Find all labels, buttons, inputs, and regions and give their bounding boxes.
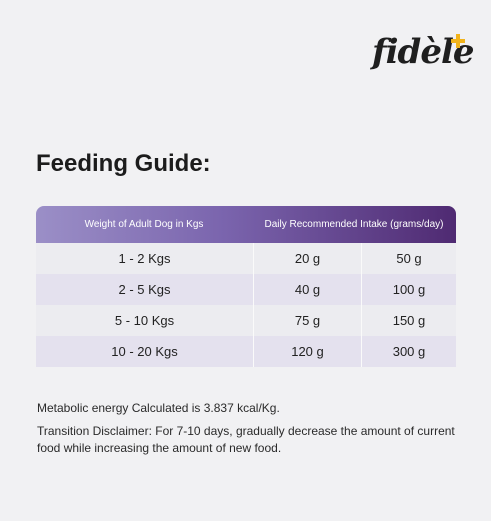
table-row: 10 - 20 Kgs 120 g 300 g bbox=[36, 336, 456, 367]
max-intake-cell: 50 g bbox=[361, 243, 456, 274]
weight-cell: 10 - 20 Kgs bbox=[111, 344, 178, 359]
max-intake-cell: 150 g bbox=[361, 305, 456, 336]
metabolic-energy-note: Metabolic energy Calculated is 3.837 kca… bbox=[37, 401, 280, 415]
min-intake-cell: 75 g bbox=[253, 305, 361, 336]
max-intake-cell: 100 g bbox=[361, 274, 456, 305]
min-intake-cell: 20 g bbox=[253, 243, 361, 274]
feeding-table: Weight of Adult Dog in Kgs Daily Recomme… bbox=[36, 206, 456, 367]
table-header: Weight of Adult Dog in Kgs Daily Recomme… bbox=[36, 206, 456, 243]
min-intake-cell: 120 g bbox=[253, 336, 361, 367]
max-intake-cell: 300 g bbox=[361, 336, 456, 367]
header-weight: Weight of Adult Dog in Kgs bbox=[84, 219, 204, 230]
transition-disclaimer: Transition Disclaimer: For 7-10 days, gr… bbox=[37, 424, 455, 455]
table-row: 2 - 5 Kgs 40 g 100 g bbox=[36, 274, 456, 305]
weight-cell: 5 - 10 Kgs bbox=[114, 313, 175, 328]
weight-cell: 1 - 2 Kgs bbox=[118, 251, 171, 266]
header-intake: Daily Recommended Intake (grams/day) bbox=[264, 219, 444, 230]
plus-icon bbox=[451, 34, 465, 48]
weight-cell: 2 - 5 Kgs bbox=[118, 282, 171, 297]
page-title: Feeding Guide: bbox=[36, 150, 211, 177]
min-intake-cell: 40 g bbox=[253, 274, 361, 305]
table-row: 1 - 2 Kgs 20 g 50 g bbox=[36, 243, 456, 274]
table-row: 5 - 10 Kgs 75 g 150 g bbox=[36, 305, 456, 336]
